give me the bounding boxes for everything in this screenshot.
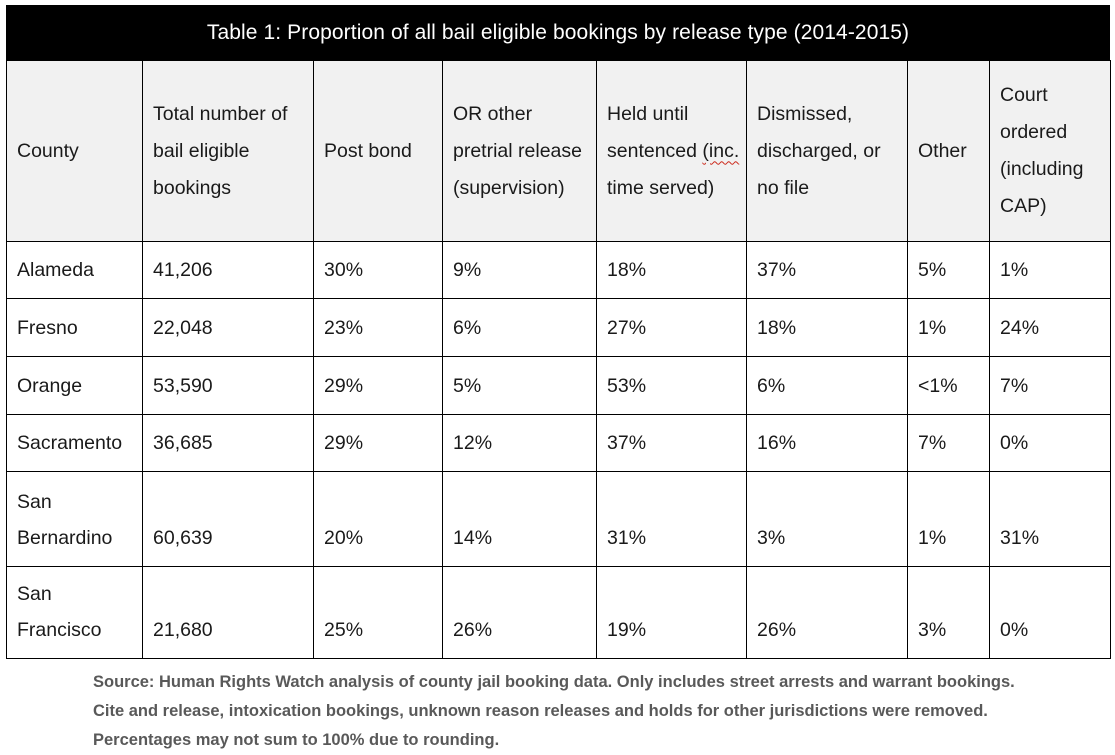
col-header-dismissed: Dismissed, discharged, or no file (746, 60, 908, 242)
data-cell: 25% (313, 566, 443, 659)
data-cell: 12% (442, 414, 597, 472)
data-cell: 36,685 (142, 414, 314, 472)
col-header-other: Other (907, 60, 990, 242)
county-cell: Alameda (6, 241, 143, 299)
table-title: Table 1: Proportion of all bail eligible… (206, 20, 910, 44)
table-row-orange: Orange 53,590 29% 5% 53% 6% <1% 7% (6, 356, 1111, 415)
data-cell: 16% (746, 414, 908, 472)
data-cell: 53,590 (142, 356, 314, 415)
header-text-segment: Held until sentenced (607, 102, 703, 162)
table-1-container: Table 1: Proportion of all bail eligible… (6, 5, 1111, 659)
col-header-court-ordered: Court ordered (including CAP) (989, 60, 1111, 242)
data-cell: 1% (989, 241, 1111, 299)
data-cell: 0% (989, 566, 1111, 659)
data-cell: 26% (746, 566, 908, 659)
data-cell: 1% (907, 298, 990, 357)
county-cell: San Francisco (6, 566, 143, 659)
data-cell: 41,206 (142, 241, 314, 299)
col-header-county: County (6, 60, 143, 242)
data-cell: 3% (746, 471, 908, 567)
data-cell: <1% (907, 356, 990, 415)
data-cell: 23% (313, 298, 443, 357)
spellcheck-flagged-word: (inc. (702, 139, 740, 162)
data-cell: 27% (596, 298, 747, 357)
col-header-held-until-sentenced: Held until sentenced (inc. time served) (596, 60, 747, 242)
data-cell: 53% (596, 356, 747, 415)
col-header-post-bond: Post bond (313, 60, 443, 242)
county-cell: Fresno (6, 298, 143, 357)
data-cell: 31% (596, 471, 747, 567)
data-cell: 0% (989, 414, 1111, 472)
table-row-san-francisco: San Francisco 21,680 25% 26% 19% 26% 3% … (6, 566, 1111, 659)
data-cell: 1% (907, 471, 990, 567)
data-cell: 7% (989, 356, 1111, 415)
col-header-total-bookings: Total number of bail eligible bookings (142, 60, 314, 242)
table-row-san-bernardino: San Bernardino 60,639 20% 14% 31% 3% 1% … (6, 471, 1111, 567)
data-cell: 30% (313, 241, 443, 299)
data-cell: 19% (596, 566, 747, 659)
data-cell: 6% (442, 298, 597, 357)
data-cell: 37% (596, 414, 747, 472)
data-cell: 22,048 (142, 298, 314, 357)
county-cell: San Bernardino (6, 471, 143, 567)
data-cell: 26% (442, 566, 597, 659)
data-cell: 6% (746, 356, 908, 415)
data-cell: 5% (442, 356, 597, 415)
table-row-sacramento: Sacramento 36,685 29% 12% 37% 16% 7% 0% (6, 414, 1111, 472)
data-cell: 3% (907, 566, 990, 659)
data-cell: 31% (989, 471, 1111, 567)
data-cell: 7% (907, 414, 990, 472)
data-cell: 18% (596, 241, 747, 299)
table-row-alameda: Alameda 41,206 30% 9% 18% 37% 5% 1% (6, 241, 1111, 299)
data-cell: 20% (313, 471, 443, 567)
data-cell: 37% (746, 241, 908, 299)
table-title-bar: Table 1: Proportion of all bail eligible… (6, 5, 1110, 60)
col-header-or-pretrial-release: OR other pretrial release (supervision) (442, 60, 597, 242)
data-cell: 29% (313, 356, 443, 415)
county-cell: Orange (6, 356, 143, 415)
header-text-segment: time served) (607, 176, 715, 199)
county-cell: Sacramento (6, 414, 143, 472)
data-cell: 24% (989, 298, 1111, 357)
data-cell: 29% (313, 414, 443, 472)
data-cell: 5% (907, 241, 990, 299)
data-cell: 9% (442, 241, 597, 299)
data-cell: 18% (746, 298, 908, 357)
header-row: County Total number of bail eligible boo… (6, 60, 1111, 242)
bail-bookings-table: County Total number of bail eligible boo… (6, 60, 1111, 659)
data-cell: 14% (442, 471, 597, 567)
source-note: Source: Human Rights Watch analysis of c… (93, 673, 1015, 749)
data-cell: 60,639 (142, 471, 314, 567)
data-cell: 21,680 (142, 566, 314, 659)
table-row-fresno: Fresno 22,048 23% 6% 27% 18% 1% 24% (6, 298, 1111, 357)
